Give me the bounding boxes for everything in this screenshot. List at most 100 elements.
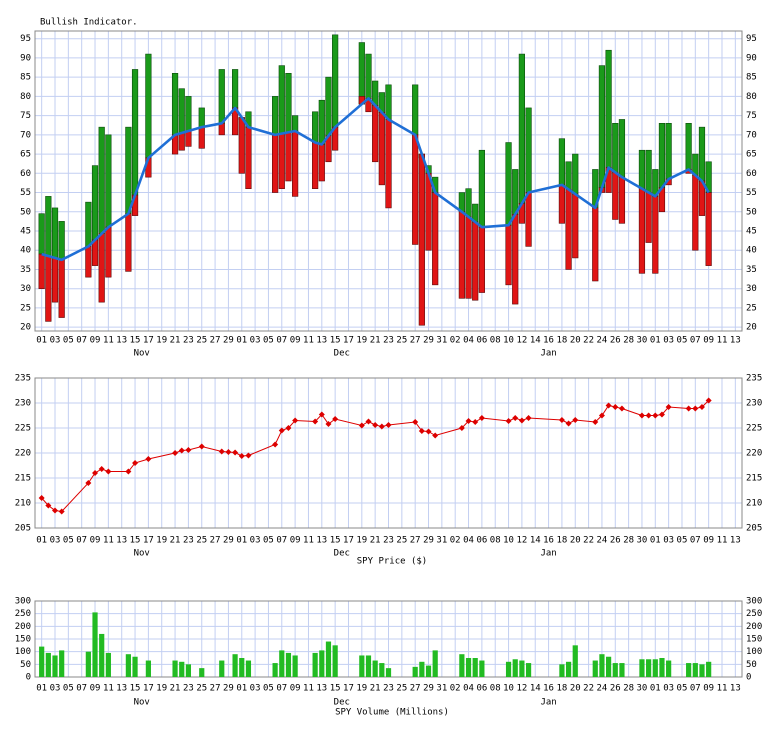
x-tick-label: 19 xyxy=(156,336,167,346)
x-tick-label: 21 xyxy=(370,684,381,694)
x-tick-label: 26 xyxy=(610,536,621,546)
volume-bar xyxy=(245,660,252,677)
x-tick-label: 23 xyxy=(383,536,394,546)
bullish-bar xyxy=(505,142,512,226)
price-marker xyxy=(318,411,325,418)
x-tick-label: 13 xyxy=(316,336,327,346)
bullish-bar xyxy=(171,73,179,136)
month-label: Nov xyxy=(134,698,150,708)
y-tick-label-right: 80 xyxy=(746,92,757,102)
y-tick-label-right: 30 xyxy=(746,284,757,294)
bullish-bar xyxy=(51,207,59,259)
bearish-bar xyxy=(478,226,485,293)
y-tick-label: 100 xyxy=(15,647,31,657)
y-tick-label-right: 230 xyxy=(746,399,762,409)
price-marker xyxy=(698,404,705,410)
x-tick-label: 03 xyxy=(50,536,61,546)
x-tick-label: 13 xyxy=(316,536,327,546)
y-tick-label-right: 210 xyxy=(746,499,762,509)
price-marker xyxy=(618,405,625,412)
price-marker xyxy=(558,417,565,423)
x-tick-label: 03 xyxy=(50,336,61,346)
bearish-bar xyxy=(618,176,626,224)
bullish-bar xyxy=(38,213,45,255)
x-tick-label: 27 xyxy=(210,684,221,694)
bearish-bar xyxy=(98,233,105,303)
y-tick-label: 220 xyxy=(15,449,31,459)
bearish-bar xyxy=(292,130,299,197)
bullish-bar xyxy=(665,123,672,180)
x-tick-label: 18 xyxy=(556,684,567,694)
y-tick-label: 300 xyxy=(15,597,31,607)
x-tick-label: 24 xyxy=(597,536,608,546)
x-tick-label: 28 xyxy=(623,536,634,546)
y-tick-label: 80 xyxy=(20,92,31,102)
price-marker xyxy=(458,425,465,431)
x-tick-label: 04 xyxy=(463,684,474,694)
bullish-bar xyxy=(231,69,239,109)
x-tick-label: 11 xyxy=(303,536,314,546)
y-tick-label-right: 60 xyxy=(746,169,757,179)
bullish-bar xyxy=(525,107,532,193)
x-tick-label: 09 xyxy=(703,336,714,346)
volume-bar xyxy=(239,658,245,677)
x-tick-label: 01 xyxy=(236,536,247,546)
x-tick-label: 29 xyxy=(423,684,434,694)
volume-bar xyxy=(45,652,51,677)
y-tick-label-right: 205 xyxy=(746,524,762,534)
bullish-bar xyxy=(658,123,666,189)
price-marker xyxy=(572,417,579,423)
bullish-bar xyxy=(612,123,619,173)
price-marker xyxy=(172,450,179,456)
price-marker xyxy=(292,417,299,424)
volume-bar xyxy=(425,665,432,677)
month-label: Dec xyxy=(334,349,350,359)
volume-bar xyxy=(232,654,238,677)
volume-bar xyxy=(312,652,318,677)
x-tick-label: 19 xyxy=(356,336,367,346)
x-tick-label: 13 xyxy=(730,336,741,346)
x-tick-label: 01 xyxy=(36,536,47,546)
price-marker xyxy=(38,495,45,501)
price-marker xyxy=(378,423,385,430)
bullish-bar xyxy=(318,99,325,145)
x-tick-label: 25 xyxy=(196,684,207,694)
bullish-bar xyxy=(292,115,299,132)
x-tick-label: 01 xyxy=(650,336,661,346)
x-tick-label: 05 xyxy=(677,336,688,346)
y-tick-label-right: 235 xyxy=(746,374,762,384)
x-tick-label: 03 xyxy=(50,684,61,694)
volume-bar xyxy=(385,668,392,677)
bullish-bar xyxy=(365,53,372,99)
bullish-bar xyxy=(512,169,519,215)
x-tick-label: 01 xyxy=(650,684,661,694)
x-tick-label: 31 xyxy=(436,684,447,694)
x-tick-label: 28 xyxy=(623,684,634,694)
x-tick-label: 26 xyxy=(610,684,621,694)
y-tick-label-right: 200 xyxy=(746,622,762,632)
x-tick-label: 29 xyxy=(423,536,434,546)
x-tick-label: 27 xyxy=(210,336,221,346)
y-tick-label: 235 xyxy=(15,374,31,384)
bearish-bar xyxy=(238,117,245,174)
bearish-bar xyxy=(372,105,379,163)
price-marker xyxy=(312,418,319,425)
x-tick-label: 07 xyxy=(76,684,87,694)
bullish-bar xyxy=(478,149,485,228)
volume-bar xyxy=(279,650,285,677)
bearish-bar xyxy=(278,133,285,189)
bullish-bar xyxy=(618,119,626,178)
x-tick-label: 01 xyxy=(236,336,247,346)
bearish-bar xyxy=(612,172,619,220)
price-marker xyxy=(325,421,332,427)
y-tick-label-right: 250 xyxy=(746,609,762,619)
y-tick-label: 205 xyxy=(15,524,31,534)
bearish-bar xyxy=(51,257,59,303)
x-tick-label: 05 xyxy=(63,336,74,346)
x-tick-label: 09 xyxy=(290,336,301,346)
bearish-bar xyxy=(318,144,325,182)
y-tick-label: 20 xyxy=(20,323,31,333)
x-tick-label: 12 xyxy=(516,336,527,346)
bullish-bar xyxy=(605,49,612,168)
